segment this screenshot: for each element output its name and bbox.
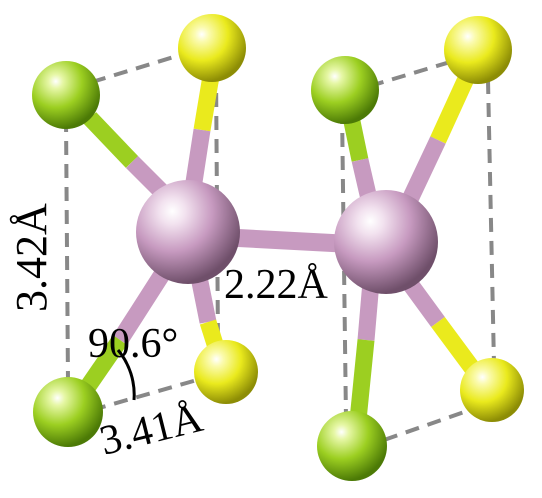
atom-yellow-bottom-right [460,358,524,422]
label-horizontal-distance: 3.41Å [95,395,208,465]
label-angle: 90.6° [88,321,178,367]
dash-right-outer-vertical [486,79,496,366]
atom-green-bottom-right [317,411,387,481]
bond-green-bottom-right-green [349,339,375,421]
atom-center-right [334,190,438,294]
atom-green-top-left [32,61,100,129]
dash-left-vertical [64,117,70,384]
atom-yellow-top-right [444,16,512,84]
dash-right-inner-vertical [340,109,348,421]
bonds-upper [83,110,381,215]
atom-green-bottom-left [33,377,103,447]
dash-right-bottom [383,408,471,442]
atom-green-top-right [311,56,379,124]
atom-center-left [136,180,240,284]
atom-yellow-top-left [178,14,246,82]
bond-green-top-left-green [83,112,139,168]
atom-yellow-bottom-left [194,340,258,404]
label-vertical-distance: 3.42Å [7,203,56,312]
dash-right-top [369,54,471,88]
angle-arc [116,349,136,401]
bond-yellow-top-right-yellow [430,66,478,144]
label-bond-length: 2.22Å [224,262,329,308]
dashed-lines [64,50,496,442]
dash-left-top [91,50,191,84]
